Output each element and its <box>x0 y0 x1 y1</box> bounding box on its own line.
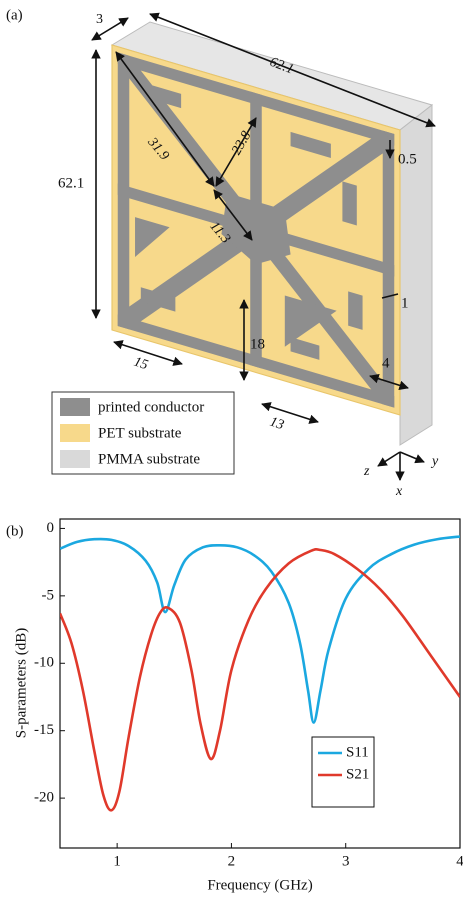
axis-name: z <box>363 464 370 479</box>
x-tick-label: 1 <box>113 853 121 869</box>
y-tick-label: 0 <box>47 520 55 536</box>
panel-label: (a) <box>6 7 23 23</box>
dimension-label: 18 <box>250 336 265 352</box>
dimension-label: 13 <box>268 415 286 434</box>
axis-name: y <box>430 454 439 469</box>
legend-label: S11 <box>346 744 369 760</box>
plot-area <box>60 537 460 811</box>
legend-label: PMMA substrate <box>98 451 200 467</box>
legend-label: printed conductor <box>98 399 204 415</box>
figure: (a) <box>0 0 463 903</box>
x-tick-label: 2 <box>228 853 236 869</box>
plot-frame <box>60 519 460 848</box>
y-tick-label: -15 <box>34 722 54 738</box>
dimension-label: 15 <box>132 355 150 374</box>
dimension-label: 4 <box>382 355 390 371</box>
line-series <box>60 549 460 810</box>
legend-label: PET substrate <box>98 425 182 441</box>
line-series <box>60 537 460 723</box>
y-tick-label: -10 <box>34 655 54 671</box>
x-tick-label: 4 <box>456 853 463 869</box>
x-tick-label: 3 <box>342 853 350 869</box>
dimension-label: 0.5 <box>398 151 417 167</box>
device <box>112 22 432 445</box>
y-tick-label: -5 <box>42 587 55 603</box>
dimension-label: 62.1 <box>58 175 84 191</box>
dimension-label: 1 <box>401 295 409 311</box>
y-tick-label: -20 <box>34 790 54 806</box>
panel-label: (b) <box>6 523 24 539</box>
x-axis-label: Frequency (GHz) <box>207 877 312 893</box>
dimension-label: 3 <box>96 12 103 27</box>
diagram-legend: printed conductor PET substrate PMMA sub… <box>52 392 234 474</box>
y-axis-label: S-parameters (dB) <box>13 628 29 738</box>
legend-label: S21 <box>346 766 369 782</box>
coordinate-axes: z y x <box>363 452 439 499</box>
axis-name: x <box>395 484 403 499</box>
